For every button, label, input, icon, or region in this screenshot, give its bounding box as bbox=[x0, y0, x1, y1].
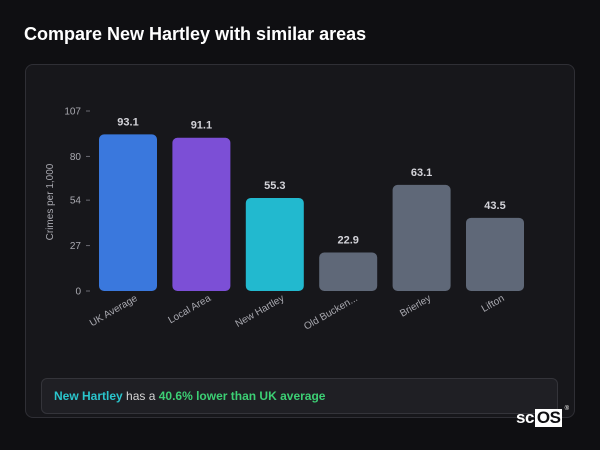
y-tick-label: 80 bbox=[70, 152, 82, 163]
y-axis-label: Crimes per 1,000 bbox=[45, 163, 56, 240]
value-labels: 93.1 91.1 55.3 22.9 63.1 43.5 bbox=[117, 116, 505, 246]
logo-text-os: OS bbox=[534, 408, 563, 427]
summary-area-name: New Hartley bbox=[54, 389, 123, 403]
registered-mark: ® bbox=[564, 406, 569, 412]
x-tick-label: Old Bucken... bbox=[302, 293, 359, 333]
value-label: 63.1 bbox=[411, 167, 432, 179]
bars bbox=[99, 134, 524, 291]
y-axis-ticks: 0 27 54 80 107 bbox=[64, 107, 90, 298]
logo-text-sc: sc bbox=[516, 408, 534, 427]
brand-logo: sc OS ® bbox=[516, 406, 569, 428]
bar-uk-average[interactable] bbox=[99, 134, 157, 291]
page-title: Compare New Hartley with similar areas bbox=[24, 24, 367, 44]
x-tick-label: Local Area bbox=[166, 293, 213, 326]
bar-old-bucken[interactable] bbox=[319, 252, 378, 291]
y-tick-label: 27 bbox=[70, 241, 82, 252]
bar-new-hartley[interactable] bbox=[245, 197, 304, 291]
value-label: 43.5 bbox=[484, 200, 505, 212]
x-tick-label: Lifton bbox=[480, 293, 507, 315]
x-tick-label: Brierley bbox=[398, 293, 433, 319]
summary-banner: New Hartley has a 40.6% lower than UK av… bbox=[41, 378, 558, 414]
y-tick-label: 54 bbox=[70, 196, 82, 207]
y-tick-label: 107 bbox=[64, 107, 81, 118]
value-label: 22.9 bbox=[337, 234, 358, 246]
bar-local-area[interactable] bbox=[172, 137, 231, 291]
summary-statistic: 40.6% lower than UK average bbox=[158, 389, 326, 403]
x-tick-label: UK Average bbox=[88, 293, 140, 329]
summary-connector: has a bbox=[122, 389, 159, 403]
bar-brierley[interactable] bbox=[392, 184, 451, 291]
value-label: 55.3 bbox=[264, 180, 285, 192]
x-axis-tick-labels: UK Average Local Area New Hartley Old Bucke… bbox=[88, 293, 507, 333]
value-label: 93.1 bbox=[117, 116, 138, 128]
bar-lifton[interactable] bbox=[466, 217, 524, 291]
value-label: 91.1 bbox=[191, 120, 212, 132]
y-tick-label: 0 bbox=[75, 287, 81, 298]
x-tick-label: New Hartley bbox=[234, 293, 287, 330]
